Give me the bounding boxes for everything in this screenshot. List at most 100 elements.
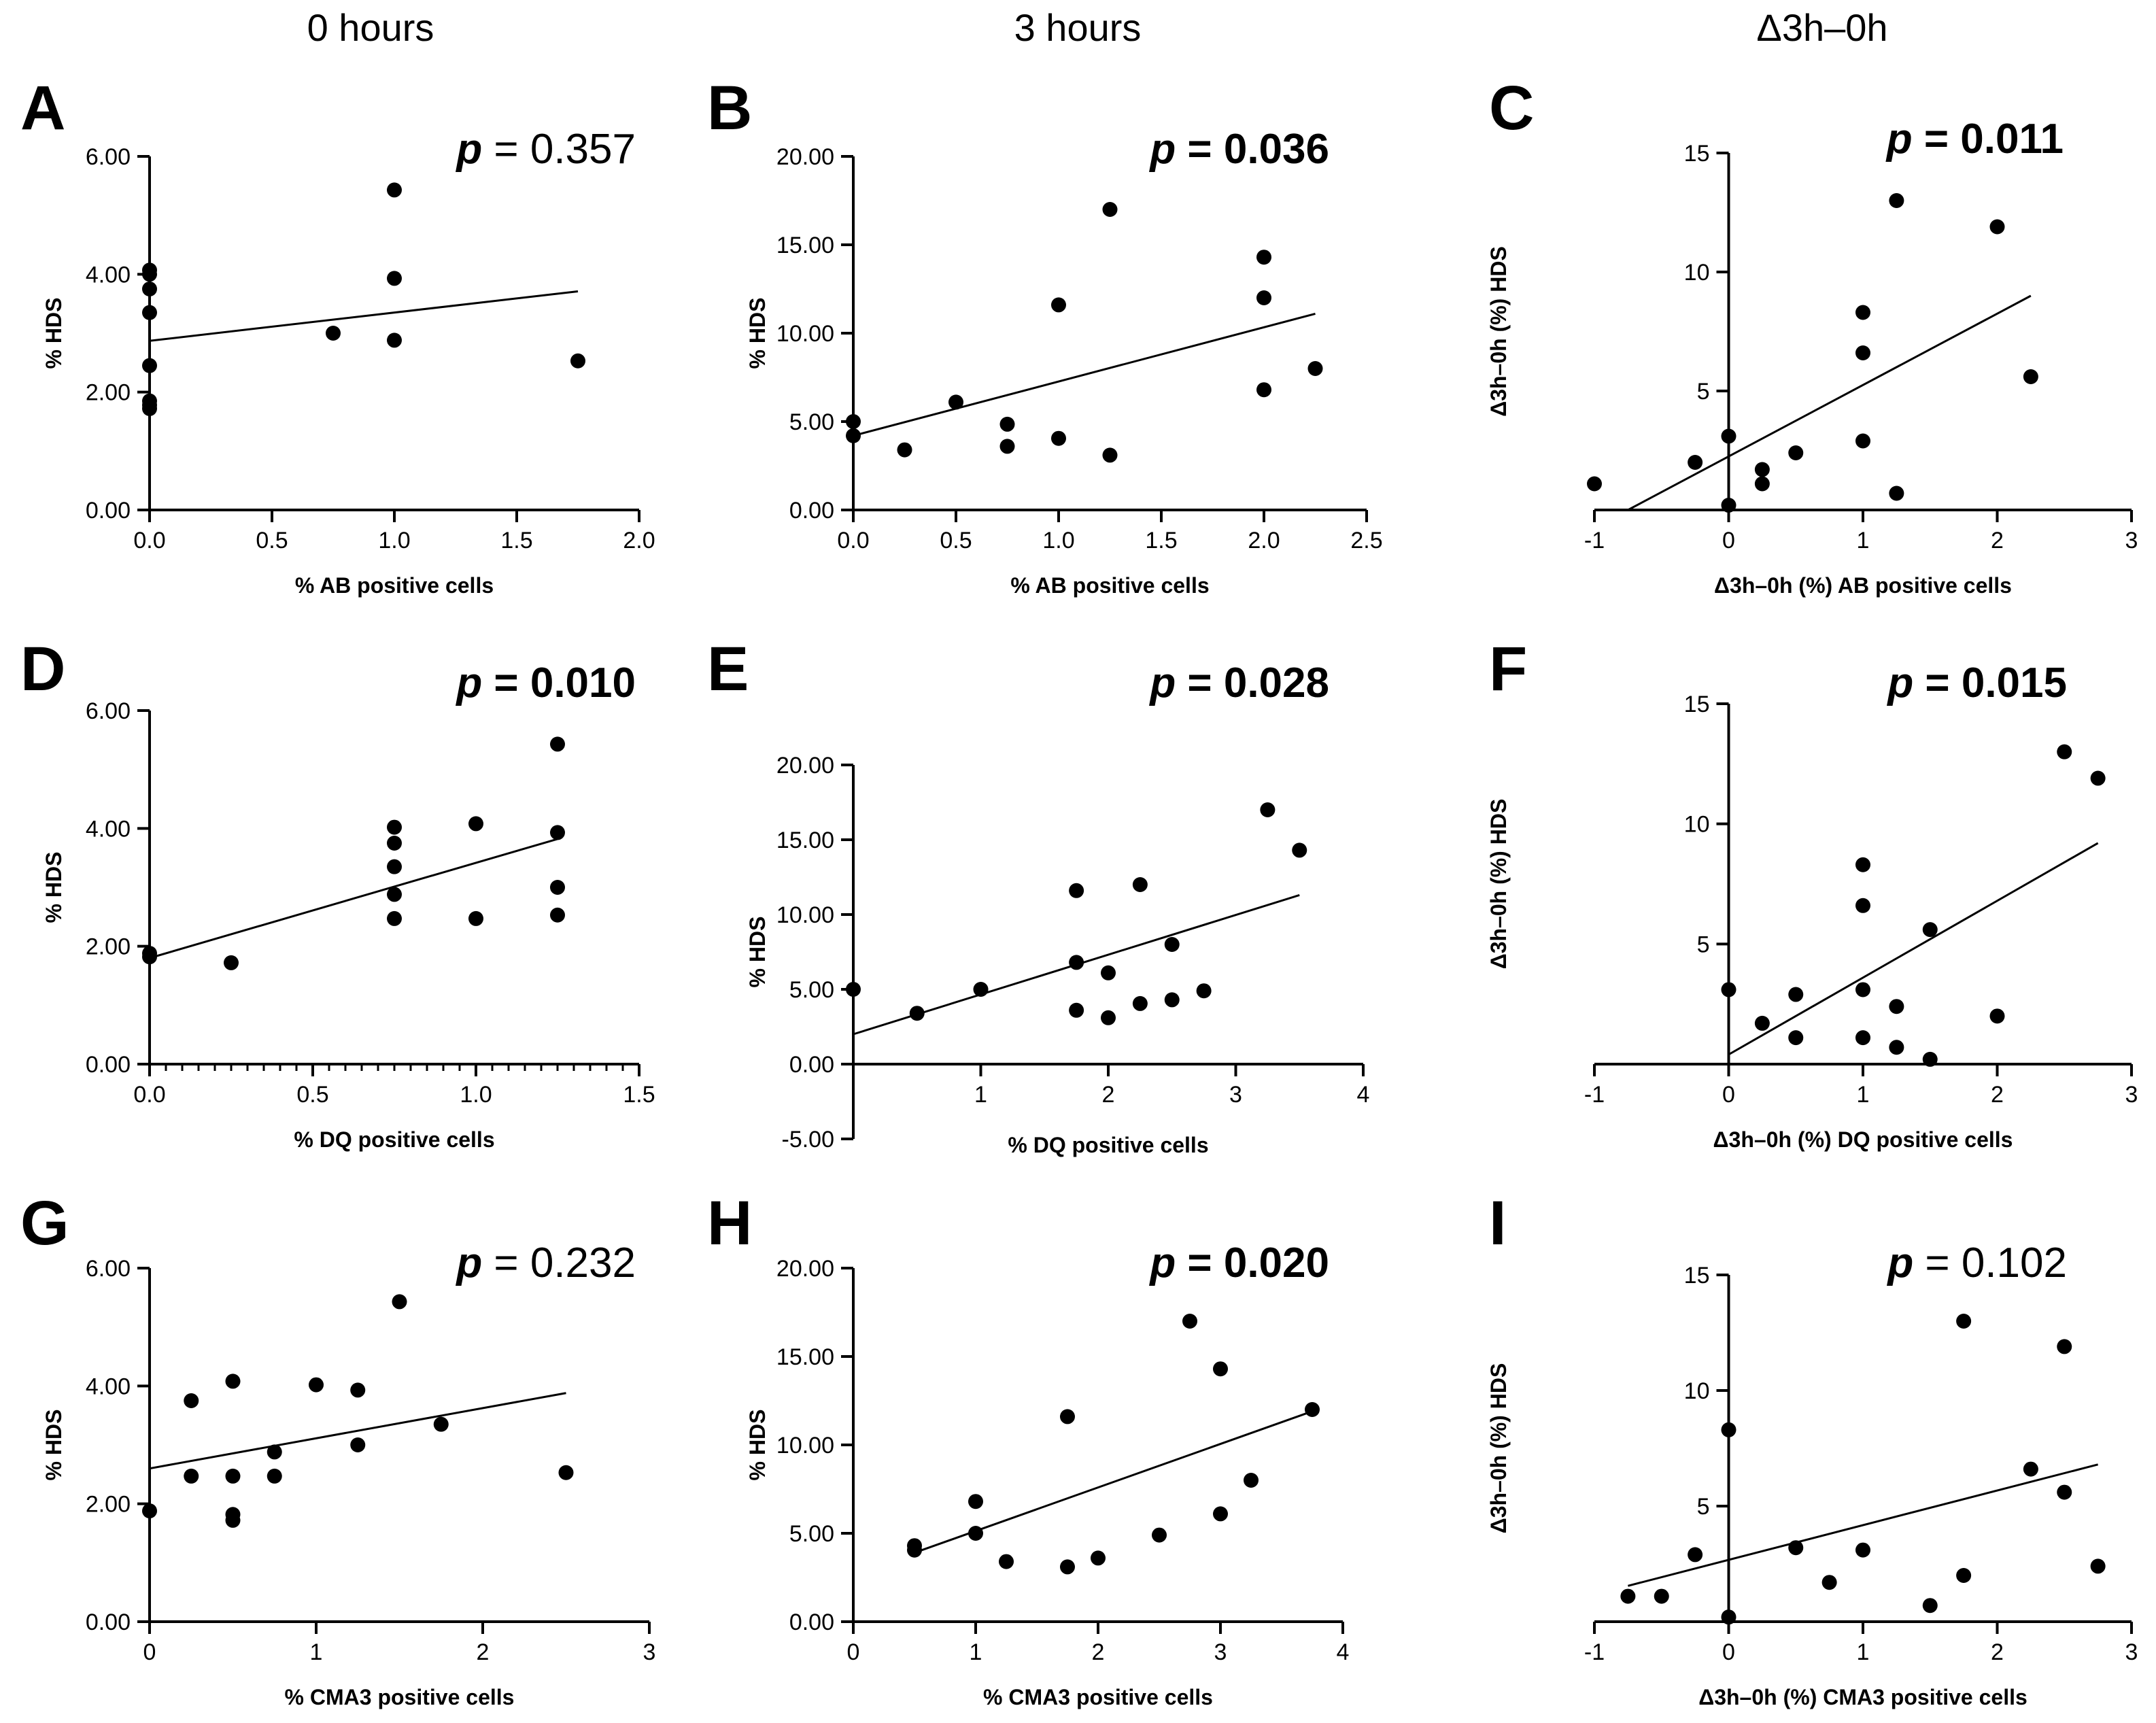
data-point [550,907,565,923]
data-point [1855,345,1870,360]
x-axis-label: Δ3h–0h (%) AB positive cells [1714,573,2012,598]
y-tick-label: 6.00 [86,698,131,724]
panel-i: Ip = 0.102 -1 0 1 2 3 5 10 15 Δ3h–0h (%) CMA3 pos… [1486,1189,2138,1709]
data-point [1855,433,1870,449]
p-value-label: p = 0.232 [455,1240,636,1286]
data-point [1989,1008,2005,1024]
y-axis-label: % HDS [41,852,66,923]
panel-letter: C [1489,73,1534,143]
y-axis-label: Δ3h–0h (%) HDS [1486,1363,1511,1534]
data-point [570,353,585,369]
x-tick-label: 2 [1991,1639,2004,1665]
panel-letter: F [1489,634,1527,704]
x-tick-label: 0 [1722,1082,1735,1108]
y-tick-label: 5.00 [789,1521,834,1547]
regression-line [1627,1463,2099,1587]
p-value: = 0.011 [1913,116,2064,163]
y-tick-label: 6.00 [86,144,131,170]
x-axis-label: % DQ positive cells [1008,1133,1208,1157]
y-tick-label: 15.00 [776,828,834,853]
data-point [387,859,402,874]
data-point [1102,202,1118,217]
x-tick-label: 1 [310,1639,323,1665]
p-symbol: p [455,660,482,706]
p-symbol: p [1886,660,1913,706]
data-point [1101,965,1116,980]
x-tick-label: 3 [2125,528,2138,553]
y-tick-label: 20.00 [776,753,834,779]
data-point [1889,193,1904,208]
x-tick-label: 4 [1357,1082,1370,1108]
p-value: = 0.357 [482,126,636,173]
data-point [1889,485,1904,501]
column-title-delta: Δ3h–0h [1756,6,1887,49]
data-point [1922,1598,1938,1614]
data-point [1587,476,1602,492]
x-tick-label: 2 [1092,1639,1105,1665]
column-title-3h: 3 hours [1014,6,1142,49]
data-point [1855,1030,1870,1046]
column-title-0h: 0 hours [307,6,434,49]
data-point [1956,1568,1972,1583]
y-tick-label: -5.00 [782,1127,835,1153]
data-point [1292,842,1307,858]
data-point [468,910,483,926]
regression-line [1728,842,2099,1056]
x-tick-label: 1.5 [1145,528,1177,553]
data-point [1069,883,1084,898]
y-tick-label: 6.00 [86,1256,131,1282]
data-point [1855,982,1870,997]
data-point [1102,447,1118,463]
data-point [1754,476,1770,492]
data-point [326,326,341,341]
data-point [846,428,861,443]
y-tick-label: 4.00 [86,262,131,288]
data-point [1196,983,1212,999]
y-axis-label: % HDS [745,1410,770,1481]
data-point [1721,498,1736,513]
x-tick-label: 1 [974,1082,987,1108]
x-tick-label: -1 [1584,1639,1605,1665]
x-tick-label: 3 [2125,1082,2138,1108]
x-axis-label: % CMA3 positive cells [983,1685,1213,1709]
data-point [1855,1542,1870,1558]
data-point [1091,1550,1106,1566]
data-point [387,182,402,198]
data-point [225,1512,241,1528]
y-tick-label: 10 [1684,260,1710,286]
x-tick-label: 0 [1722,1639,1735,1665]
x-axis-label: Δ3h–0h (%) DQ positive cells [1713,1127,2013,1152]
y-tick-label: 0.00 [789,1052,834,1078]
data-point [1132,877,1148,892]
regression-line [149,838,558,959]
data-point [1164,992,1180,1008]
y-tick-label: 2.00 [86,380,131,406]
y-tick-label: 4.00 [86,816,131,842]
y-tick-label: 5.00 [789,977,834,1003]
data-point [184,1393,199,1408]
data-point [846,414,861,429]
data-point [1989,219,2005,235]
panel-letter: G [20,1189,69,1258]
x-tick-label: 2 [1991,528,2004,553]
x-tick-label: 1.5 [500,528,532,553]
data-point [968,1526,983,1541]
panel-letter: E [707,634,749,704]
data-point [999,439,1015,454]
data-point [224,955,239,970]
y-tick-label: 15.00 [776,233,834,258]
y-tick-label: 5.00 [789,409,834,435]
y-tick-label: 20.00 [776,144,834,170]
data-point [550,880,565,895]
data-point [1256,290,1271,305]
x-tick-label: 0.5 [940,528,972,553]
data-point [1821,1575,1837,1590]
y-tick-label: 15 [1684,141,1710,167]
data-point [1855,898,1870,913]
y-tick-label: 10 [1684,1378,1710,1404]
x-tick-label: 0 [143,1639,156,1665]
panel-g: Gp = 0.232 0 1 2 3 0.00 2.00 4.00 6.00 % CMA3 pos… [20,1189,655,1709]
x-tick-label: 4 [1337,1639,1350,1665]
